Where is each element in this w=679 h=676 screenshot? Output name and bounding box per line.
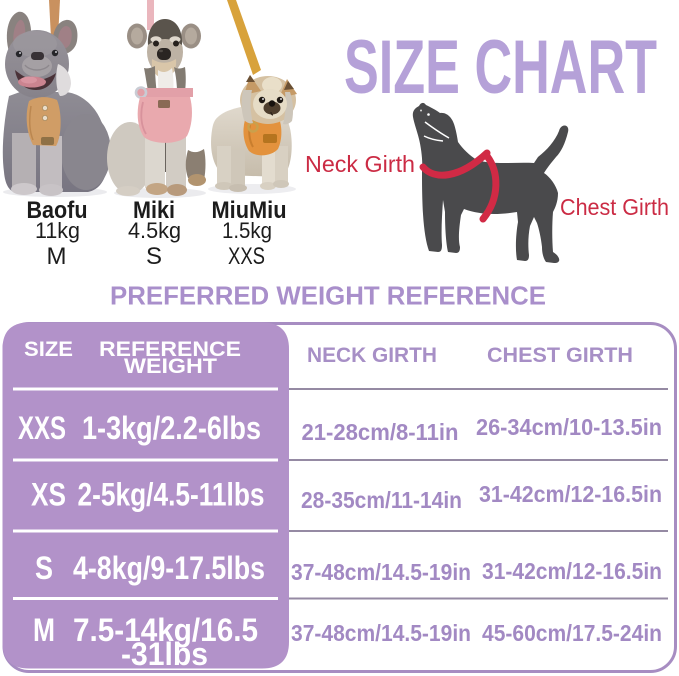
svg-text:1-3kg/2.2-6lbs: 1-3kg/2.2-6lbs: [82, 410, 261, 446]
svg-text:WEIGHT: WEIGHT: [124, 355, 217, 378]
svg-text:Chest Girth: Chest Girth: [560, 194, 669, 220]
svg-text:2-5kg/4.5-11lbs: 2-5kg/4.5-11lbs: [78, 477, 265, 513]
svg-text:PREFERRED WEIGHT REFERENCE: PREFERRED WEIGHT REFERENCE: [110, 281, 546, 311]
svg-text:Miki: Miki: [133, 197, 175, 224]
svg-text:1.5kg: 1.5kg: [222, 218, 272, 243]
svg-text:NECK GIRTH: NECK GIRTH: [307, 344, 437, 367]
svg-text:31-42cm/12-16.5in: 31-42cm/12-16.5in: [482, 558, 662, 584]
svg-text:SIZE CHART: SIZE CHART: [344, 25, 657, 110]
svg-text:37-48cm/14.5-19in: 37-48cm/14.5-19in: [291, 559, 471, 585]
svg-text:M: M: [47, 243, 67, 270]
svg-text:REFERENCE: REFERENCE: [99, 338, 241, 361]
svg-text:4-8kg/9-17.5lbs: 4-8kg/9-17.5lbs: [73, 550, 265, 586]
svg-text:S: S: [35, 550, 53, 586]
svg-text:21-28cm/8-11in: 21-28cm/8-11in: [302, 419, 459, 445]
svg-text:CHEST GIRTH: CHEST GIRTH: [487, 344, 633, 367]
svg-text:26-34cm/10-13.5in: 26-34cm/10-13.5in: [476, 414, 662, 440]
svg-text:XXS: XXS: [18, 410, 66, 446]
svg-text:XXS: XXS: [228, 243, 265, 270]
svg-text:MiuMiu: MiuMiu: [212, 197, 287, 224]
svg-text:37-48cm/14.5-19in: 37-48cm/14.5-19in: [291, 620, 471, 646]
svg-text:45-60cm/17.5-24in: 45-60cm/17.5-24in: [482, 620, 662, 646]
svg-text:11kg: 11kg: [35, 218, 80, 243]
svg-text:-31lbs: -31lbs: [121, 636, 208, 672]
svg-text:Neck Girth: Neck Girth: [305, 151, 415, 177]
svg-text:31-42cm/12-16.5in: 31-42cm/12-16.5in: [479, 481, 662, 507]
svg-text:SIZE: SIZE: [24, 338, 73, 361]
svg-text:Baofu: Baofu: [27, 197, 88, 224]
svg-text:4.5kg: 4.5kg: [128, 218, 181, 243]
svg-text:28-35cm/11-14in: 28-35cm/11-14in: [301, 487, 462, 513]
svg-text:XS: XS: [31, 477, 66, 513]
svg-text:7.5-14kg/16.5: 7.5-14kg/16.5: [73, 612, 258, 648]
svg-text:M: M: [33, 612, 55, 648]
svg-text:S: S: [146, 243, 162, 270]
